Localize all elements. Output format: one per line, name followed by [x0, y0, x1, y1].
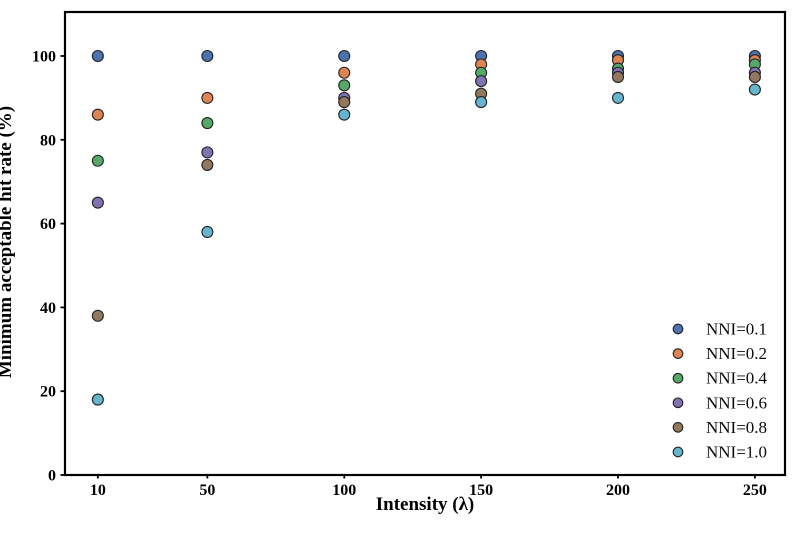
legend-swatch	[672, 397, 684, 409]
legend-swatch	[672, 446, 684, 458]
data-point	[91, 108, 104, 121]
x-tick-label: 200	[606, 482, 630, 499]
data-point	[91, 393, 104, 406]
data-point	[338, 66, 351, 79]
y-axis-label: Minimum acceptable hit rate (%)	[0, 105, 16, 379]
data-point	[91, 49, 104, 63]
legend-swatch	[672, 422, 684, 433]
data-point	[611, 70, 625, 83]
plot-frame	[63, 10, 787, 477]
data-point	[201, 49, 214, 63]
data-point	[338, 96, 351, 109]
data-point	[748, 70, 761, 83]
data-point	[91, 196, 104, 209]
legend-label: NNI=1.0	[706, 443, 767, 462]
y-tick-label: 80	[40, 132, 56, 149]
data-point	[201, 158, 214, 171]
legend-label: NNI=0.2	[706, 344, 767, 363]
legend-label: NNI=0.8	[706, 418, 767, 437]
legend-label: NNI=0.6	[706, 393, 767, 412]
y-tick-label: 60	[40, 216, 56, 233]
data-point	[611, 91, 625, 104]
data-point	[475, 96, 488, 109]
data-point	[201, 116, 214, 130]
data-point	[475, 75, 488, 88]
legend-swatch	[672, 372, 684, 384]
data-point	[201, 91, 214, 104]
data-point	[338, 49, 351, 63]
data-point	[338, 79, 351, 92]
data-point	[748, 83, 761, 96]
data-point	[201, 225, 214, 239]
x-tick-label: 100	[332, 482, 356, 499]
legend-label: NNI=0.1	[706, 320, 767, 339]
legend-swatch	[672, 348, 684, 359]
y-tick-label: 100	[32, 48, 56, 65]
data-point	[91, 154, 104, 167]
y-tick-label: 20	[40, 384, 56, 401]
x-tick-label: 150	[469, 482, 493, 499]
x-tick-label: 250	[743, 482, 767, 499]
data-point	[201, 146, 214, 159]
y-tick-label: 0	[48, 468, 56, 485]
legend-label: NNI=0.4	[706, 369, 768, 388]
x-axis-label: Intensity (λ)	[375, 494, 475, 515]
legend-swatch	[672, 323, 684, 335]
data-point	[338, 108, 351, 121]
x-tick-label: 10	[90, 482, 106, 499]
data-point	[91, 309, 104, 322]
y-tick-label: 40	[40, 300, 56, 317]
x-tick-label: 50	[199, 482, 215, 499]
